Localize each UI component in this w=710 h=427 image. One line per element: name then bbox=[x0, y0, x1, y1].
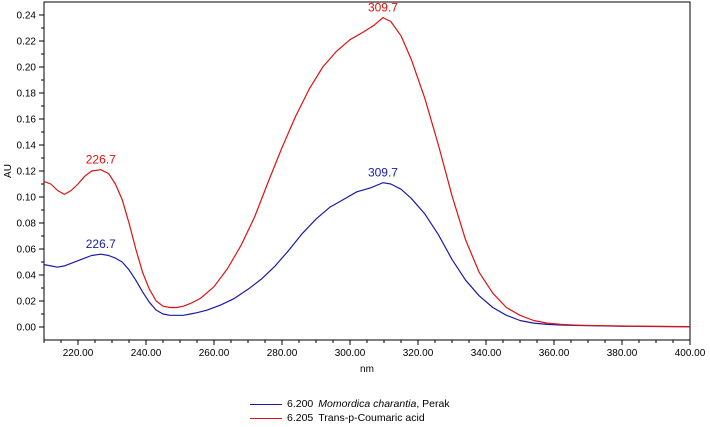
legend-entry-1: 6.200 Momordica charantia, Perak bbox=[250, 397, 450, 411]
y-tick-label: 0.10 bbox=[17, 193, 37, 204]
x-tick-label: 280.00 bbox=[267, 348, 298, 359]
x-tick-label: 400.00 bbox=[675, 348, 706, 359]
x-axis-label: nm bbox=[360, 364, 374, 375]
legend: 6.200 Momordica charantia, Perak 6.205 T… bbox=[250, 397, 450, 425]
y-tick-label: 0.16 bbox=[17, 115, 37, 126]
x-tick-label: 380.00 bbox=[607, 348, 638, 359]
legend-swatch-1 bbox=[250, 403, 282, 405]
y-tick-label: 0.18 bbox=[17, 89, 37, 100]
peak-label: 226.7 bbox=[86, 153, 116, 167]
y-tick-label: 0.04 bbox=[17, 271, 37, 282]
legend-entry-2: 6.205 Trans-p-Coumaric acid bbox=[250, 411, 450, 425]
series-line-1 bbox=[43, 182, 691, 328]
legend-series-id: 6.200 bbox=[287, 398, 314, 410]
series-line-2 bbox=[43, 17, 691, 328]
y-tick-label: 0.00 bbox=[17, 323, 37, 334]
x-tick-label: 340.00 bbox=[471, 348, 502, 359]
x-tick-label: 320.00 bbox=[403, 348, 434, 359]
y-axis-label: AU bbox=[3, 164, 14, 178]
x-tick-label: 260.00 bbox=[199, 348, 230, 359]
peak-label: 309.7 bbox=[368, 166, 398, 180]
peak-label: 309.7 bbox=[368, 1, 398, 15]
x-tick-label: 300.00 bbox=[335, 348, 366, 359]
y-tick-label: 0.20 bbox=[17, 63, 37, 74]
legend-series-id: 6.205 bbox=[287, 412, 314, 424]
y-tick-label: 0.08 bbox=[17, 219, 37, 230]
legend-swatch-2 bbox=[250, 417, 282, 419]
x-tick-label: 360.00 bbox=[539, 348, 570, 359]
peak-label: 226.7 bbox=[86, 237, 116, 251]
x-tick-label: 240.00 bbox=[131, 348, 162, 359]
y-tick-label: 0.06 bbox=[17, 245, 37, 256]
legend-series-suffix: , Perak bbox=[416, 398, 450, 410]
y-tick-label: 0.12 bbox=[17, 167, 37, 178]
legend-series-name: Trans-p-Coumaric acid bbox=[318, 412, 425, 424]
y-tick-label: 0.02 bbox=[17, 297, 37, 308]
plot-layer: 0.00 0.02 0.04 0.06 0.08 0.10 0.12 0.14 0.16 0.18… bbox=[3, 1, 706, 375]
y-tick-label: 0.14 bbox=[17, 141, 37, 152]
y-tick-label: 0.22 bbox=[17, 37, 37, 48]
legend-series-name: Momordica charantia bbox=[318, 398, 417, 410]
y-tick-label: 0.24 bbox=[17, 11, 37, 22]
x-tick-label: 220.00 bbox=[63, 348, 94, 359]
